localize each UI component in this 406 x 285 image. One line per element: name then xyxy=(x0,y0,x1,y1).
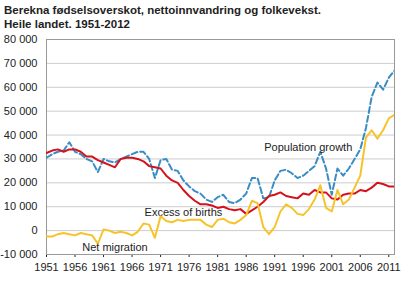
svg-text:Population growth: Population growth xyxy=(264,141,352,153)
svg-text:Excess of births: Excess of births xyxy=(145,206,223,218)
svg-text:10 000: 10 000 xyxy=(4,200,38,212)
svg-text:1956: 1956 xyxy=(63,261,87,273)
svg-text:1986: 1986 xyxy=(234,261,258,273)
svg-text:20 000: 20 000 xyxy=(4,176,38,188)
html-text:Berekna fødselsoverskot, netto: Berekna fødselsoverskot, nettoinnvandrin… xyxy=(4,4,321,30)
svg-text:1966: 1966 xyxy=(120,261,144,273)
svg-text:40 000: 40 000 xyxy=(4,129,38,141)
svg-text:2006: 2006 xyxy=(348,261,372,273)
svg-text:1961: 1961 xyxy=(91,261,115,273)
svg-text:1991: 1991 xyxy=(262,261,286,273)
svg-text:0: 0 xyxy=(31,224,37,236)
svg-text:80 000: 80 000 xyxy=(4,33,38,45)
svg-text:1996: 1996 xyxy=(291,261,315,273)
svg-text:30 000: 30 000 xyxy=(4,152,38,164)
svg-text:Net migration: Net migration xyxy=(82,241,147,253)
svg-text:1971: 1971 xyxy=(148,261,172,273)
svg-text:70 000: 70 000 xyxy=(4,57,38,69)
svg-text:60 000: 60 000 xyxy=(4,81,38,93)
svg-text:-10 000: -10 000 xyxy=(0,248,37,260)
svg-text:2001: 2001 xyxy=(320,261,344,273)
svg-text:50 000: 50 000 xyxy=(4,105,38,117)
svg-text:2011: 2011 xyxy=(377,261,401,273)
svg-text:1976: 1976 xyxy=(177,261,201,273)
svg-text:1981: 1981 xyxy=(205,261,229,273)
svg-text:1951: 1951 xyxy=(34,261,58,273)
